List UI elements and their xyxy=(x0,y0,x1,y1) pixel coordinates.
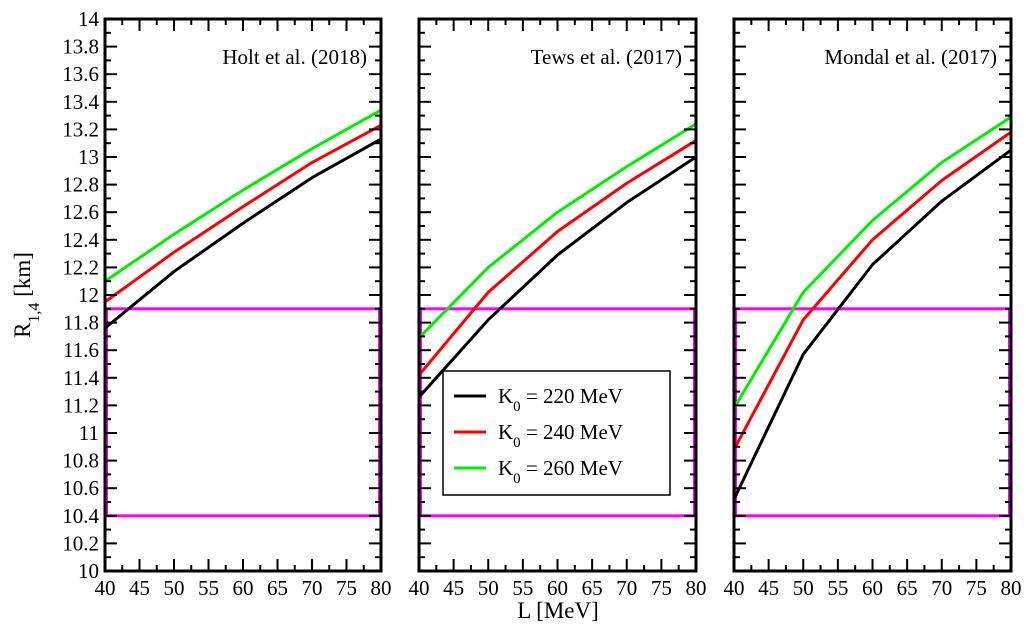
y-tick-label: 10.4 xyxy=(62,504,99,528)
legend-label-text: = 220 MeV xyxy=(521,384,623,408)
panel-3-x-tick-label: 80 xyxy=(1001,576,1022,600)
panel-3-series-1-line xyxy=(732,148,1012,500)
panel-3-frame xyxy=(732,17,1013,573)
legend-label-2: K0 = 240 MeV xyxy=(498,420,623,451)
panel-1-x-tick-label: 75 xyxy=(336,576,357,600)
panel-3-x-tick-label: 55 xyxy=(827,576,848,600)
y-tick-label: 13.6 xyxy=(62,62,99,86)
panel-1-x-tick-label: 40 xyxy=(95,576,116,600)
panel-2-title: Tews et al. (2017) xyxy=(531,45,682,69)
panel-3-series-3-line xyxy=(732,115,1012,409)
panel-3-x-tick-label: 40 xyxy=(724,576,745,600)
panel-2-series-1-line xyxy=(417,155,697,399)
y-tick-label: 12 xyxy=(78,283,99,307)
legend-label-text: = 260 MeV xyxy=(521,456,623,480)
panel-1-series-2-line xyxy=(104,123,382,304)
y-tick-label: 13 xyxy=(78,145,99,169)
y-axis-title-symbol: R xyxy=(10,322,35,338)
legend-label-subscript: 0 xyxy=(513,435,521,451)
panel-2-x-tick-label: 60 xyxy=(547,576,568,600)
panel-1-series-1-line xyxy=(104,137,382,330)
panel-1-x-tick-label: 70 xyxy=(302,576,323,600)
panel-2-series-2-line xyxy=(417,139,697,377)
panel-2-x-tick-label: 55 xyxy=(512,576,533,600)
legend-label-subscript: 0 xyxy=(513,399,521,415)
panel-2-x-tick-label: 40 xyxy=(409,576,430,600)
y-tick-label: 10.2 xyxy=(62,531,99,555)
panel-1-x-tick-label: 60 xyxy=(233,576,254,600)
x-axis-title: L [MeV] xyxy=(517,598,599,623)
panel-1-x-tick-label: 80 xyxy=(371,576,392,600)
panel-1-title: Holt et al. (2018) xyxy=(222,45,367,69)
legend-label-3: K0 = 260 MeV xyxy=(498,456,623,487)
panel-1-x-tick-label: 65 xyxy=(267,576,288,600)
panel-3-x-tick-label: 75 xyxy=(966,576,987,600)
panel-3-x-tick-label: 60 xyxy=(862,576,883,600)
panel-1-series-3-line xyxy=(104,108,382,283)
y-tick-label: 13.4 xyxy=(62,90,99,114)
panel-1-x-tick-label: 55 xyxy=(198,576,219,600)
panel-2-series-3-line xyxy=(417,122,697,339)
y-tick-label: 11.6 xyxy=(63,338,99,362)
panel-2-x-tick-label: 65 xyxy=(582,576,603,600)
y-axis-title-subscript: 1,4 xyxy=(26,303,43,323)
panel-1-constraint-band xyxy=(105,307,381,518)
panel-3-x-tick-label: 70 xyxy=(931,576,952,600)
y-tick-label: 12.6 xyxy=(62,200,99,224)
frame-layer xyxy=(103,17,1013,573)
y-axis-title: R1,4 [km] xyxy=(10,252,43,338)
panel-3-x-tick-label: 50 xyxy=(793,576,814,600)
panel-2-x-tick-label: 75 xyxy=(651,576,672,600)
panel-2-x-tick-label: 70 xyxy=(616,576,637,600)
legend-label-symbol: K xyxy=(498,420,513,444)
legend-label-symbol: K xyxy=(498,384,513,408)
text-layer: 40 45 50 55 60 65 70 75 80 Holt et al. (2018) 40 45… xyxy=(10,7,1022,623)
panel-3-series-2-line xyxy=(732,130,1012,451)
y-tick-label: 10 xyxy=(78,559,99,583)
panel-3-x-tick-label: 45 xyxy=(758,576,779,600)
y-tick-label: 14 xyxy=(78,7,100,31)
legend-label-subscript: 0 xyxy=(513,471,521,487)
legend-label-1: K0 = 220 MeV xyxy=(498,384,623,415)
y-tick-label: 11.4 xyxy=(63,366,99,390)
panel-2-x-tick-label: 80 xyxy=(686,576,707,600)
legend-label-symbol: K xyxy=(498,456,513,480)
y-tick-label: 10.8 xyxy=(62,449,99,473)
panel-2-x-tick-label: 50 xyxy=(478,576,499,600)
y-tick-label: 11.8 xyxy=(63,311,99,335)
panel-3-x-tick-label: 65 xyxy=(897,576,918,600)
y-tick-label: 13.2 xyxy=(62,117,99,141)
y-tick-label: 10.6 xyxy=(62,476,99,500)
y-tick-label: 11.2 xyxy=(63,393,99,417)
y-axis-title-unit: [km] xyxy=(10,252,35,302)
y-tick-label: 12.4 xyxy=(62,228,99,252)
y-tick-label: 13.8 xyxy=(62,35,99,59)
panel-1-x-tick-label: 50 xyxy=(164,576,185,600)
y-tick-label: 12.8 xyxy=(62,173,99,197)
panel-1-x-tick-label: 45 xyxy=(129,576,150,600)
y-tick-label: 11 xyxy=(79,421,99,445)
y-tick-label: 12.2 xyxy=(62,255,99,279)
panel-2-x-tick-label: 45 xyxy=(443,576,464,600)
panel-3-title: Mondal et al. (2017) xyxy=(824,45,997,69)
legend-label-text: = 240 MeV xyxy=(521,420,623,444)
